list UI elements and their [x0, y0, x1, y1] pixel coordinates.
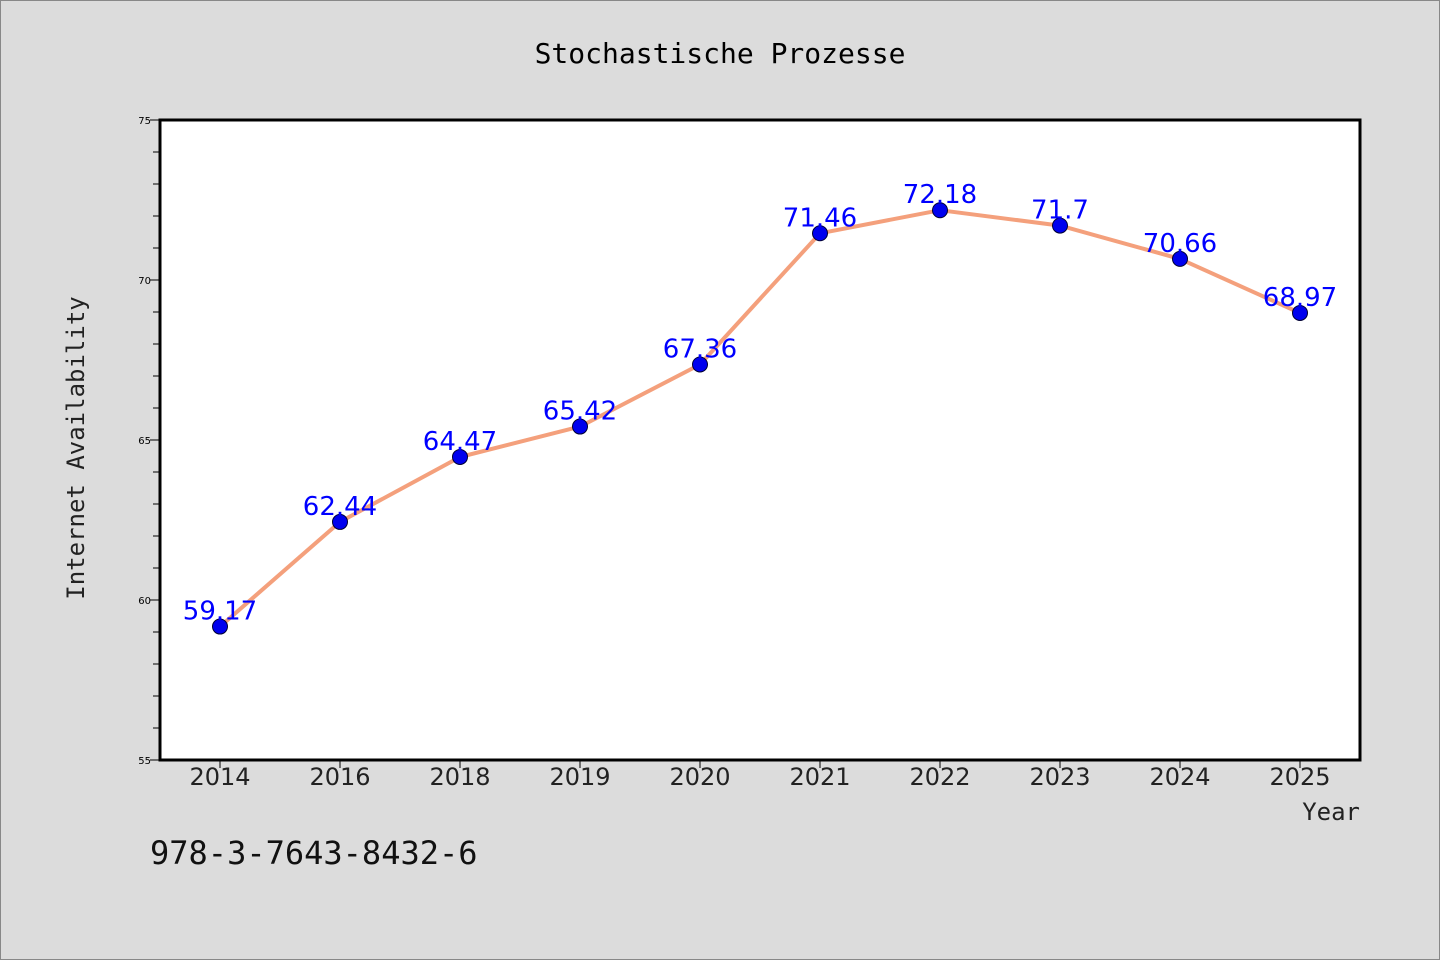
x-axis-label: Year: [1302, 798, 1360, 826]
data-point: [212, 618, 228, 635]
data-point: [1292, 304, 1308, 321]
plot-frame: [158, 118, 1362, 762]
data-label: 62.44: [303, 492, 377, 522]
isbn-footer: 978-3-7643-8432-6: [150, 834, 478, 872]
chart-title: Stochastische Prozesse: [535, 37, 906, 70]
data-label: 67.36: [663, 334, 737, 364]
x-tick-label: 2016: [309, 763, 370, 791]
x-tick-label: 2019: [549, 763, 610, 791]
data-label: 72.18: [903, 180, 977, 210]
x-tick-label: 2024: [1149, 763, 1210, 791]
x-tick-label: 2014: [189, 763, 250, 791]
data-point: [452, 448, 468, 465]
y-tick-label: 70: [138, 276, 151, 287]
data-label: 65.42: [543, 397, 617, 427]
data-point: [332, 513, 348, 530]
data-label: 59.17: [183, 597, 257, 627]
data-point: [692, 356, 708, 373]
x-tick-label: 2020: [669, 763, 730, 791]
plot-area: [160, 120, 1360, 760]
data-label: 71.7: [1031, 196, 1089, 226]
y-tick-label: 60: [138, 596, 151, 607]
data-point: [932, 202, 948, 219]
data-label: 71.46: [783, 203, 857, 233]
data-label: 68.97: [1263, 283, 1337, 313]
x-tick-label: 2022: [909, 763, 970, 791]
data-labels: 59.17 62.44 64.47 65.42 67.36 71.46 72.18 71.7 7…: [183, 180, 1337, 626]
y-tick-label: 55: [138, 756, 151, 767]
y-tick-label: 65: [138, 436, 151, 447]
x-axis: 2014 2016 2018 2019 2020 2021 2022 2023 2024 2025: [189, 760, 1331, 791]
y-tick-label: 75: [138, 116, 151, 127]
series-markers: [212, 202, 1308, 635]
data-point: [1052, 217, 1068, 234]
data-point: [812, 225, 828, 242]
x-tick-label: 2018: [429, 763, 490, 791]
data-point: [1172, 250, 1188, 267]
series-line: [218, 208, 1301, 629]
x-tick-label: 2021: [789, 763, 850, 791]
data-label: 64.47: [423, 427, 497, 457]
y-axis-label: Internet Availability: [62, 296, 90, 599]
y-axis: 55 60 65 70 75: [138, 116, 160, 767]
data-point: [572, 418, 588, 435]
data-label: 70.66: [1143, 229, 1217, 259]
x-tick-label: 2023: [1029, 763, 1090, 791]
x-tick-label: 2025: [1269, 763, 1330, 791]
